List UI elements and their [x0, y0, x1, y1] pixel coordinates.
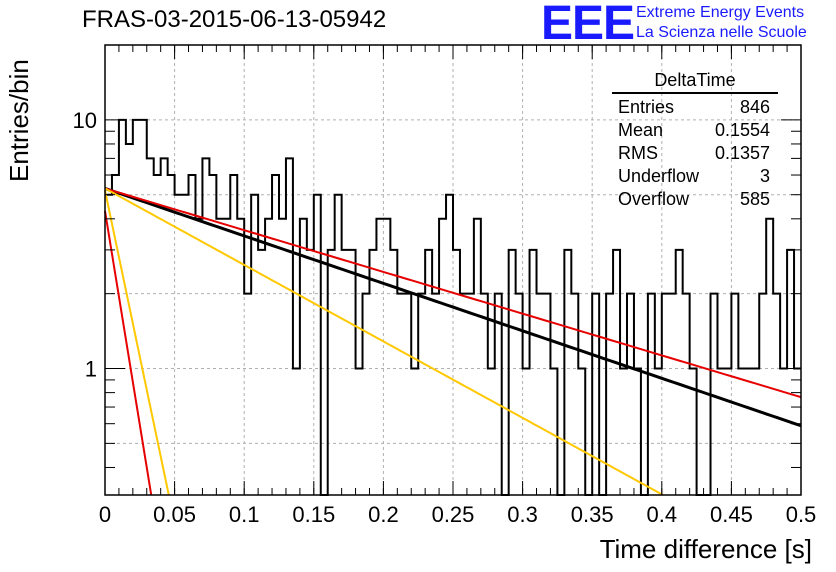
stats-value: 0.1554 [714, 120, 770, 140]
stats-row: RMS 0.1357 [612, 142, 778, 165]
x-tick-label: 0.3 [507, 502, 538, 527]
stats-value: 585 [739, 189, 770, 209]
x-axis-label: Time difference [s] [599, 534, 812, 564]
x-tick-label: 0.05 [153, 502, 196, 527]
stats-label: Overflow [618, 189, 690, 209]
stats-label: Mean [618, 120, 664, 140]
x-tick-label: 0.25 [432, 502, 475, 527]
logo-line-2: La Scienza nelle Scuole [636, 24, 807, 41]
logo-line-1: Extreme Energy Events [636, 4, 805, 21]
stats-label: Entries [618, 97, 675, 117]
fit-orange [104, 187, 664, 496]
stats-value: 3 [759, 166, 770, 186]
fit-orange-steep [104, 190, 170, 496]
stats-value: 846 [739, 97, 770, 117]
fit-red [104, 187, 802, 399]
x-tick-label: 0.45 [710, 502, 753, 527]
stats-row: Underflow 3 [612, 165, 778, 188]
x-tick-label: 0.4 [647, 502, 678, 527]
x-tick-label: 0.35 [571, 502, 614, 527]
stats-row: Overflow 585 [612, 188, 778, 211]
stats-label: RMS [618, 143, 658, 163]
y-tick-label: 1 [85, 357, 97, 382]
x-tick-label: 0.15 [292, 502, 335, 527]
stats-row: Mean 0.1554 [612, 119, 778, 142]
x-tick-label: 0.2 [368, 502, 399, 527]
page-title: FRAS-03-2015-06-13-05942 [82, 6, 387, 33]
y-axis-label: Entries/bin [4, 59, 34, 182]
eee-logo: EEE [541, 0, 635, 50]
x-tick-label: 0.1 [229, 502, 260, 527]
stats-value: 0.1357 [714, 143, 770, 163]
histogram-outline [105, 118, 801, 496]
stats-label: Underflow [618, 166, 700, 186]
x-tick-label: 0.5 [786, 502, 817, 527]
stats-row: Entries 846 [612, 96, 778, 119]
stats-box: DeltaTime Entries 846 Mean 0.1554 RMS 0.… [612, 70, 778, 211]
fit-black [104, 186, 802, 428]
y-tick-label: 10 [73, 108, 97, 133]
stats-title: DeltaTime [612, 70, 778, 94]
x-tick-label: 0 [99, 502, 111, 527]
fit-red-steep [104, 210, 153, 496]
